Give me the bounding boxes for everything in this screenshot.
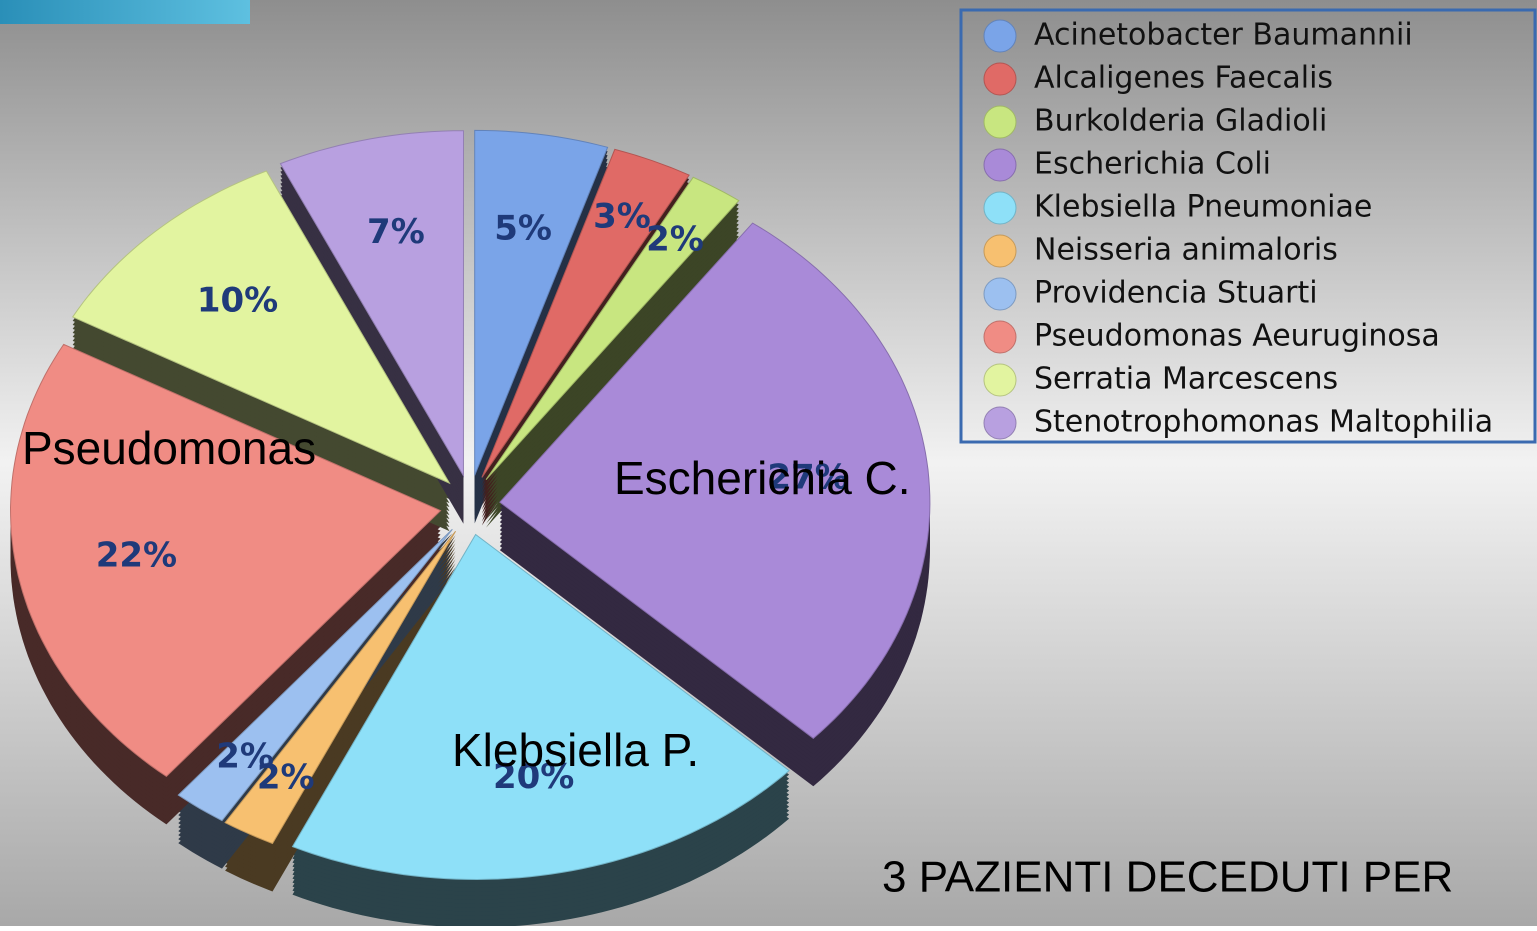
legend-label: Burkolderia Gladioli (1034, 104, 1327, 139)
legend-marker (984, 63, 1016, 95)
annotation: Escherichia C. (614, 452, 911, 504)
data-label: 22% (96, 536, 177, 576)
legend-marker (984, 235, 1016, 267)
legend-label: Pseudomonas Aeuruginosa (1034, 319, 1440, 354)
legend-marker (984, 364, 1016, 396)
legend-label: Stenotrophomonas Maltophilia (1034, 405, 1493, 440)
annotation: Klebsiella P. (452, 724, 699, 776)
legend-marker (984, 149, 1016, 181)
note: 3 PAZIENTI DECEDUTI PER (882, 853, 1453, 902)
annotation: Pseudomonas (22, 422, 316, 474)
chart: 5%3%2%27%20%2%2%22%10%7% Acinetobacter B… (0, 0, 1537, 926)
data-label: 10% (197, 281, 278, 321)
legend-label: Serratia Marcescens (1034, 362, 1338, 397)
legend-label: Neisseria animaloris (1034, 233, 1338, 268)
data-label: 7% (367, 212, 425, 252)
legend-marker (984, 20, 1016, 52)
legend-label: Acinetobacter Baumannii (1034, 18, 1413, 53)
legend-label: Alcaligenes Faecalis (1034, 61, 1333, 96)
data-label: 3% (593, 196, 651, 236)
data-label: 2% (216, 737, 274, 777)
legend-label: Klebsiella Pneumoniae (1034, 190, 1372, 225)
legend-marker (984, 106, 1016, 138)
logo-strip (0, 0, 250, 24)
legend-marker (984, 192, 1016, 224)
legend-marker (984, 278, 1016, 310)
page: {"chart_data": {"type": "pie", "categori… (0, 0, 1537, 926)
legend-label: Providencia Stuarti (1034, 276, 1318, 311)
data-label: 2% (646, 219, 704, 259)
data-label: 5% (494, 209, 552, 249)
legend-label: Escherichia Coli (1034, 147, 1271, 182)
legend-marker (984, 321, 1016, 353)
legend-marker (984, 407, 1016, 439)
